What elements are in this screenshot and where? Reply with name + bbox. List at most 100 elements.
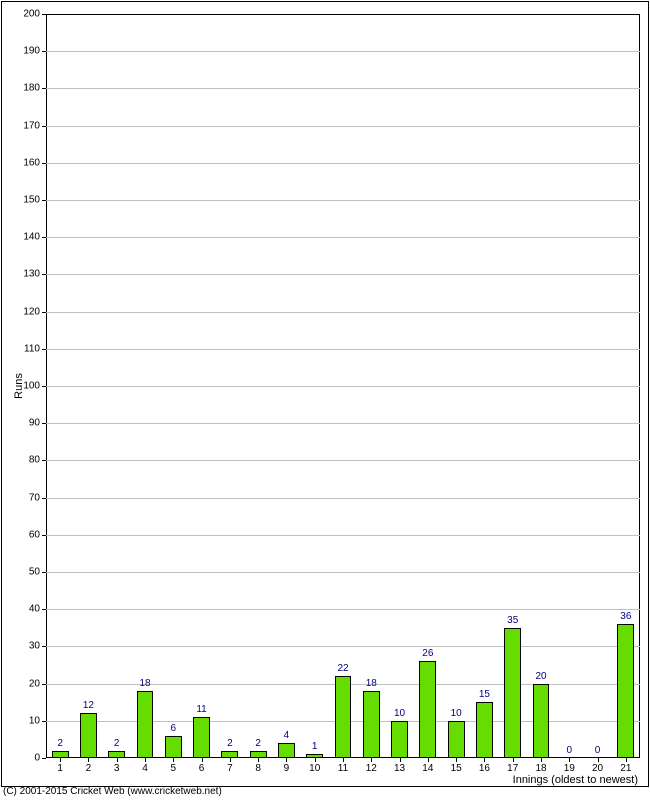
gridline (46, 163, 640, 164)
bar-value-label: 20 (535, 671, 546, 682)
xtick-label: 7 (227, 758, 233, 774)
ytick-mark (42, 14, 46, 15)
xtick-label: 12 (366, 758, 377, 774)
bar-value-label: 18 (366, 678, 377, 689)
bar (250, 751, 267, 758)
ytick-mark (42, 535, 46, 536)
xtick-label: 8 (255, 758, 261, 774)
ytick-mark (42, 312, 46, 313)
ytick-label: 150 (12, 195, 40, 206)
xtick-label: 17 (507, 758, 518, 774)
ytick-mark (42, 721, 46, 722)
bar (335, 676, 352, 758)
ytick-label: 140 (12, 232, 40, 243)
bar-value-label: 10 (394, 708, 405, 719)
xtick-label: 10 (309, 758, 320, 774)
bar-value-label: 35 (507, 615, 518, 626)
ytick-mark (42, 126, 46, 127)
x-axis-label: Innings (oldest to newest) (513, 774, 638, 786)
ytick-label: 110 (12, 343, 40, 354)
plot-area: 2112223184651162728491102211181210132614… (46, 14, 640, 758)
bar-value-label: 18 (139, 678, 150, 689)
ytick-mark (42, 88, 46, 89)
gridline (46, 51, 640, 52)
xtick-label: 15 (451, 758, 462, 774)
xtick-label: 18 (535, 758, 546, 774)
xtick-label: 16 (479, 758, 490, 774)
bar (278, 743, 295, 758)
xtick-label: 14 (422, 758, 433, 774)
ytick-mark (42, 758, 46, 759)
xtick-label: 3 (114, 758, 120, 774)
xtick-label: 2 (86, 758, 92, 774)
bar (504, 628, 521, 758)
ytick-label: 0 (12, 753, 40, 764)
gridline (46, 423, 640, 424)
bar-value-label: 36 (620, 611, 631, 622)
gridline (46, 274, 640, 275)
bar-value-label: 6 (171, 723, 177, 734)
ytick-mark (42, 274, 46, 275)
bar (419, 661, 436, 758)
ytick-label: 50 (12, 567, 40, 578)
bar (363, 691, 380, 758)
bar-value-label: 22 (337, 663, 348, 674)
ytick-mark (42, 609, 46, 610)
bar (137, 691, 154, 758)
gridline (46, 386, 640, 387)
ytick-label: 10 (12, 715, 40, 726)
ytick-label: 160 (12, 157, 40, 168)
ytick-mark (42, 51, 46, 52)
chart-container: 2112223184651162728491102211181210132614… (0, 0, 650, 800)
bar-value-label: 0 (567, 745, 573, 756)
bar (533, 684, 550, 758)
ytick-label: 190 (12, 46, 40, 57)
bar-value-label: 26 (422, 648, 433, 659)
bar-value-label: 15 (479, 689, 490, 700)
xtick-label: 21 (620, 758, 631, 774)
bar (80, 713, 97, 758)
bar-value-label: 2 (57, 738, 63, 749)
gridline (46, 609, 640, 610)
ytick-mark (42, 498, 46, 499)
gridline (46, 498, 640, 499)
xtick-label: 20 (592, 758, 603, 774)
ytick-label: 200 (12, 9, 40, 20)
bar-value-label: 0 (595, 745, 601, 756)
ytick-label: 70 (12, 492, 40, 503)
gridline (46, 535, 640, 536)
ytick-label: 130 (12, 269, 40, 280)
ytick-mark (42, 163, 46, 164)
bar-value-label: 10 (451, 708, 462, 719)
bar (448, 721, 465, 758)
bar-value-label: 11 (196, 704, 206, 715)
xtick-label: 9 (284, 758, 290, 774)
ytick-label: 90 (12, 418, 40, 429)
xtick-label: 13 (394, 758, 405, 774)
ytick-mark (42, 460, 46, 461)
ytick-label: 100 (12, 381, 40, 392)
bar (165, 736, 182, 758)
bar-value-label: 4 (284, 730, 290, 741)
bar-value-label: 2 (114, 738, 120, 749)
gridline (46, 200, 640, 201)
bar-value-label: 12 (83, 700, 94, 711)
bar (108, 751, 125, 758)
xtick-label: 5 (171, 758, 177, 774)
ytick-label: 30 (12, 641, 40, 652)
gridline (46, 460, 640, 461)
ytick-mark (42, 572, 46, 573)
ytick-label: 180 (12, 83, 40, 94)
gridline (46, 312, 640, 313)
bar (221, 751, 238, 758)
bar (391, 721, 408, 758)
ytick-mark (42, 646, 46, 647)
gridline (46, 126, 640, 127)
ytick-label: 40 (12, 604, 40, 615)
bar-value-label: 1 (312, 741, 318, 752)
bar (476, 702, 493, 758)
ytick-mark (42, 423, 46, 424)
ytick-mark (42, 237, 46, 238)
xtick-label: 11 (338, 758, 348, 774)
ytick-mark (42, 386, 46, 387)
